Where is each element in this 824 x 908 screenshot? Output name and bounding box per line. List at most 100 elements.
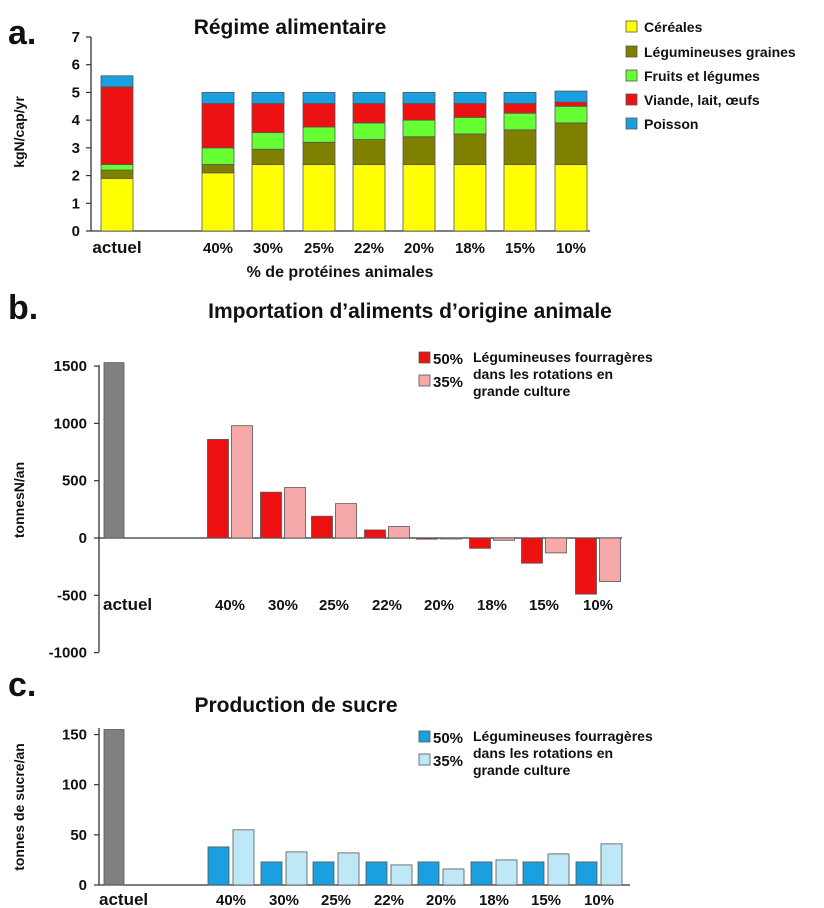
legend-label-35pct: 35% [433,753,463,770]
bar-actuel [103,362,125,539]
x-tick-label: 30% [253,240,283,257]
bar-40pct-poisson [201,92,235,104]
bar-10pct-c-r-ales [554,164,588,232]
x-tick-label: 40% [215,597,245,614]
legend-swatch-50pct [418,730,431,743]
bar-20pct-50pct [417,861,440,886]
chart-c-bars [103,729,623,886]
x-tick-label: 22% [372,597,402,614]
bar-25pct-35pct [335,503,357,539]
bar-40pct-50pct [207,846,230,886]
bar-25pct-50pct [311,515,333,539]
bar-40pct-35pct [231,425,253,539]
bar-15pct-35pct [547,853,570,886]
bar-30pct-c-r-ales [251,164,285,232]
x-tick-label: actuel [99,890,148,908]
bar-18pct-35pct [495,859,518,886]
chart-b-x-ticks: actuel 40% 30% 25% 22% 20% 18% 15% 10% [103,595,613,614]
bar-22pct-c-r-ales [352,164,386,232]
chart-a-xlabel: % de protéines animales [247,264,434,281]
chart-b-legend: 50% 35% Légumineuses fourragères dans les r… [418,349,653,399]
chart-c-legend: 50% 35% Légumineuses fourragères dans les r… [418,728,653,778]
bar-10pct-poisson [554,90,588,103]
x-tick-label: 20% [426,892,456,908]
y-tick-label: 1500 [54,358,87,375]
y-tick-label: 2 [72,168,80,185]
chart-c-ylabel: tonnes de sucre/an [11,743,27,871]
bar-10pct-35pct [599,537,621,582]
x-tick-label: 18% [479,892,509,908]
panel-letter-a: a. [8,14,36,52]
y-tick-label: 150 [62,727,87,744]
bar-20pct-35pct [442,868,465,886]
bar-18pct-viande-lait-ufs [453,103,487,118]
bar-15pct-50pct [522,861,545,886]
x-tick-label: 25% [304,240,334,257]
y-tick-label: 0 [72,223,80,240]
legend-swatch-50pct [418,351,431,364]
x-tick-label: 20% [404,240,434,257]
bar-30pct-viande-lait-ufs [251,103,285,134]
legend-label-l-gumineuses-graines: Légumineuses graines [644,44,796,60]
bar-25pct-poisson [302,92,336,104]
bar-10pct-viande-lait-ufs [554,101,588,107]
panel-letter-c: c. [8,666,36,704]
panel-b: b. Importation d’aliments d’origine anim… [8,289,653,662]
y-tick-label: 7 [72,29,80,46]
bar-20pct-viande-lait-ufs [402,103,436,121]
bar-actuel-fruits-et-l-gumes [100,164,134,171]
y-tick-label: 1000 [54,415,87,432]
bar-actuel-l-gumineuses-graines [100,169,134,179]
chart-a-title: Régime alimentaire [194,16,387,39]
y-tick-label: 4 [72,112,81,129]
bar-40pct-50pct [207,439,229,539]
bar-25pct-viande-lait-ufs [302,103,336,128]
bar-25pct-fruits-et-l-gumes [302,126,336,143]
bar-15pct-viande-lait-ufs [503,103,537,114]
bar-20pct-l-gumineuses-graines [402,136,436,165]
bar-10pct-50pct [575,861,598,886]
legend-label-viande-lait-ufs: Viande, lait, œufs [644,92,760,108]
bar-15pct-35pct [545,537,567,554]
bar-20pct-50pct [416,537,438,540]
legend-label-50pct: 50% [433,351,463,368]
chart-b-y-ticks: -1000 -500 0 500 1000 1500 [49,358,99,662]
panel-a: a. Régime alimentaire kgN/cap/yr % de pr… [8,14,796,281]
x-tick-label: 30% [269,892,299,908]
bar-25pct-c-r-ales [302,164,336,232]
chart-c-y-ticks: 0 50 100 150 [62,727,99,894]
bar-30pct-50pct [260,491,282,539]
bar-22pct-35pct [390,864,413,886]
y-tick-label: 100 [62,777,87,794]
chart-a-legend: Céréales Légumineuses graines Fruits et lé… [625,19,796,132]
legend-note: Légumineuses fourragères dans les rotatio… [473,349,653,399]
legend-note: Légumineuses fourragères dans les rotatio… [473,728,653,778]
y-tick-label: -500 [57,587,87,604]
bar-20pct-fruits-et-l-gumes [402,119,436,138]
bar-15pct-50pct [521,537,543,564]
y-tick-label: 1 [72,195,80,212]
bar-18pct-50pct [469,537,491,549]
bar-40pct-35pct [232,829,255,886]
legend-swatch-viande-lait-ufs [625,93,638,106]
x-tick-label: 18% [455,240,485,257]
bar-40pct-fruits-et-l-gumes [201,147,235,165]
chart-a-y-ticks: 0 1 2 3 4 5 6 7 [72,29,91,240]
bar-actuel-viande-lait-ufs [100,86,134,165]
x-tick-label: actuel [92,238,141,257]
legend-swatch-fruits-et-l-gumes [625,69,638,82]
legend-label-50pct: 50% [433,730,463,747]
bar-22pct-poisson [352,92,386,104]
x-tick-label: 18% [477,597,507,614]
chart-c-title: Production de sucre [194,694,397,717]
x-tick-label: 10% [584,892,614,908]
legend-label-c-r-ales: Céréales [644,19,703,35]
bar-40pct-viande-lait-ufs [201,103,235,149]
legend-swatch-35pct [418,753,431,766]
legend-label-35pct: 35% [433,374,463,391]
bar-25pct-35pct [337,852,360,886]
bar-30pct-poisson [251,92,285,104]
x-tick-label: 25% [321,892,351,908]
x-tick-label: 40% [203,240,233,257]
